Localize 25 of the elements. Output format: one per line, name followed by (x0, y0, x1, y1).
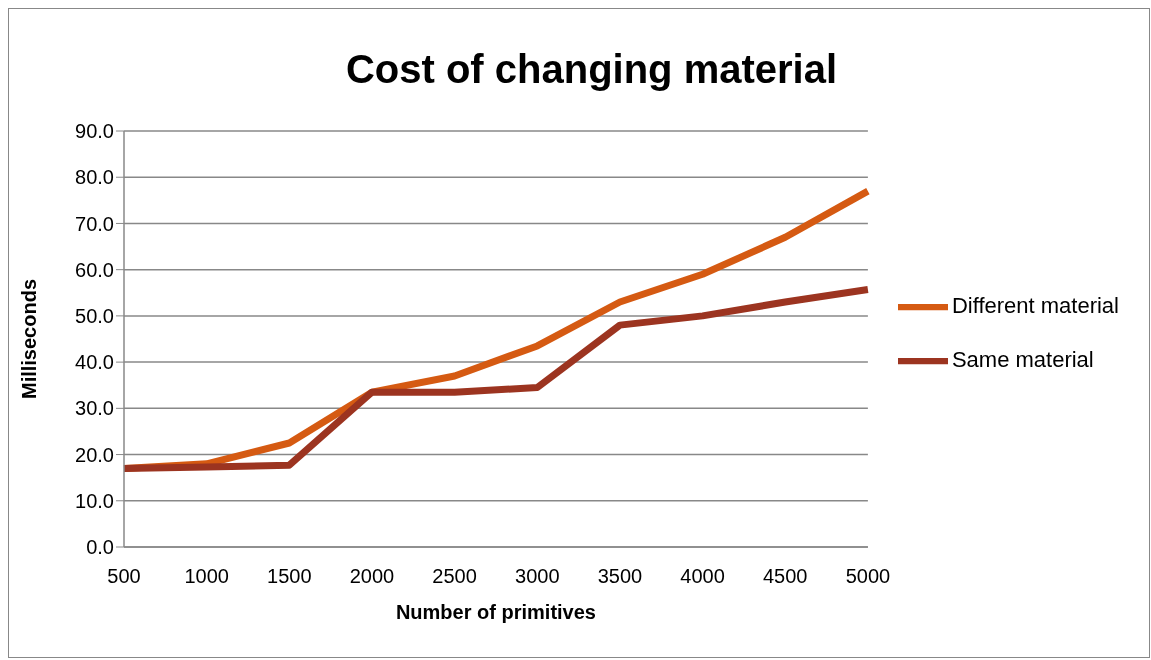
chart-title: Cost of changing material (344, 47, 839, 92)
x-tick-label: 2000 (349, 565, 395, 588)
y-tick-label: 50.0 (75, 304, 114, 327)
y-tick-label: 90.0 (75, 120, 114, 143)
y-tick-label: 20.0 (75, 443, 114, 466)
y-tick-label: 0.0 (86, 536, 114, 559)
x-tick-label: 3500 (597, 565, 643, 588)
x-tick-label: 2500 (432, 565, 477, 588)
legend-label: Different material (951, 293, 1119, 318)
y-axis-title: Milliseconds (18, 278, 41, 400)
y-tick-label: 80.0 (75, 166, 114, 189)
x-tick-label: 1000 (184, 565, 229, 588)
x-tick-label: 4000 (680, 565, 725, 588)
legend-label: Same material (951, 347, 1094, 372)
y-tick-label: 10.0 (75, 489, 114, 512)
x-tick-label: 1500 (267, 565, 312, 588)
x-axis-title: Number of primitives (395, 601, 596, 623)
x-tick-label: 3000 (515, 565, 560, 588)
y-tick-label: 60.0 (75, 258, 114, 281)
x-tick-label: 4500 (762, 565, 808, 588)
x-tick-label: 500 (107, 565, 141, 588)
y-tick-label: 30.0 (75, 397, 114, 420)
x-tick-label: 5000 (845, 565, 891, 588)
y-tick-label: 40.0 (75, 351, 114, 374)
y-tick-label: 70.0 (75, 212, 114, 235)
